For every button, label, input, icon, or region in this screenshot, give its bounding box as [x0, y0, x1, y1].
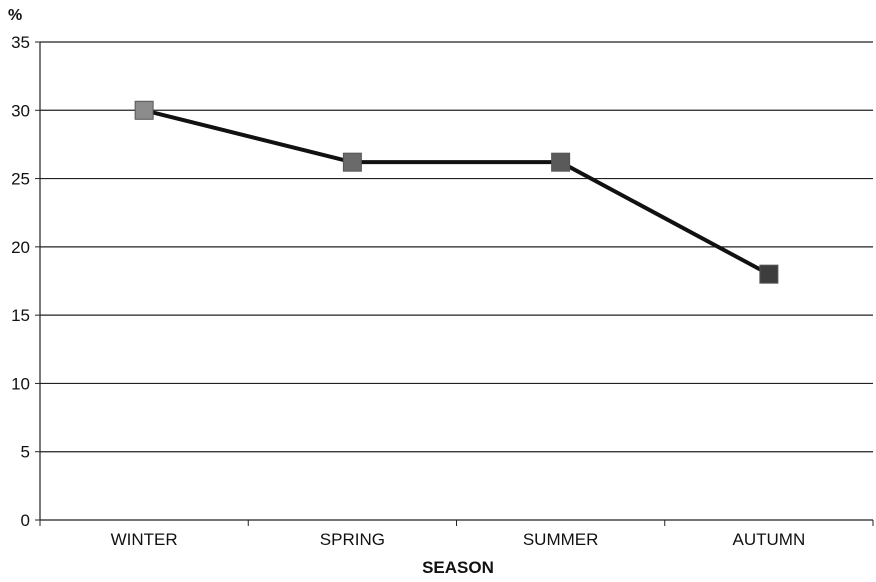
- y-tick-label: 30: [11, 101, 30, 120]
- marker-summer: [551, 152, 571, 172]
- series-line: [143, 108, 770, 276]
- axes: [35, 41, 874, 526]
- y-tick-label: 10: [11, 374, 30, 393]
- data-markers: [134, 100, 779, 284]
- marker-winter: [134, 100, 154, 120]
- x-tick-label-summer: SUMMER: [523, 530, 599, 549]
- series-polyline: [143, 108, 770, 276]
- y-axis-unit: %: [8, 7, 22, 24]
- y-tick-label: 35: [11, 33, 30, 52]
- y-tick-labels: 0 5 10 15 20 25 30 35: [11, 33, 30, 530]
- x-tick-label-winter: WINTER: [111, 530, 178, 549]
- gridlines: [40, 41, 873, 453]
- y-tick-label: 0: [21, 511, 30, 530]
- marker-spring: [342, 152, 362, 172]
- y-tick-label: 15: [11, 306, 30, 325]
- y-tick-label: 20: [11, 238, 30, 257]
- x-tick-label-spring: SPRING: [320, 530, 385, 549]
- y-tick-label: 25: [11, 170, 30, 189]
- x-axis-title: SEASON: [422, 558, 494, 577]
- x-tick-labels: WINTER SPRING SUMMER AUTUMN: [111, 530, 806, 549]
- x-tick-label-autumn: AUTUMN: [733, 530, 806, 549]
- y-tick-label: 5: [21, 443, 30, 462]
- marker-autumn: [759, 264, 779, 284]
